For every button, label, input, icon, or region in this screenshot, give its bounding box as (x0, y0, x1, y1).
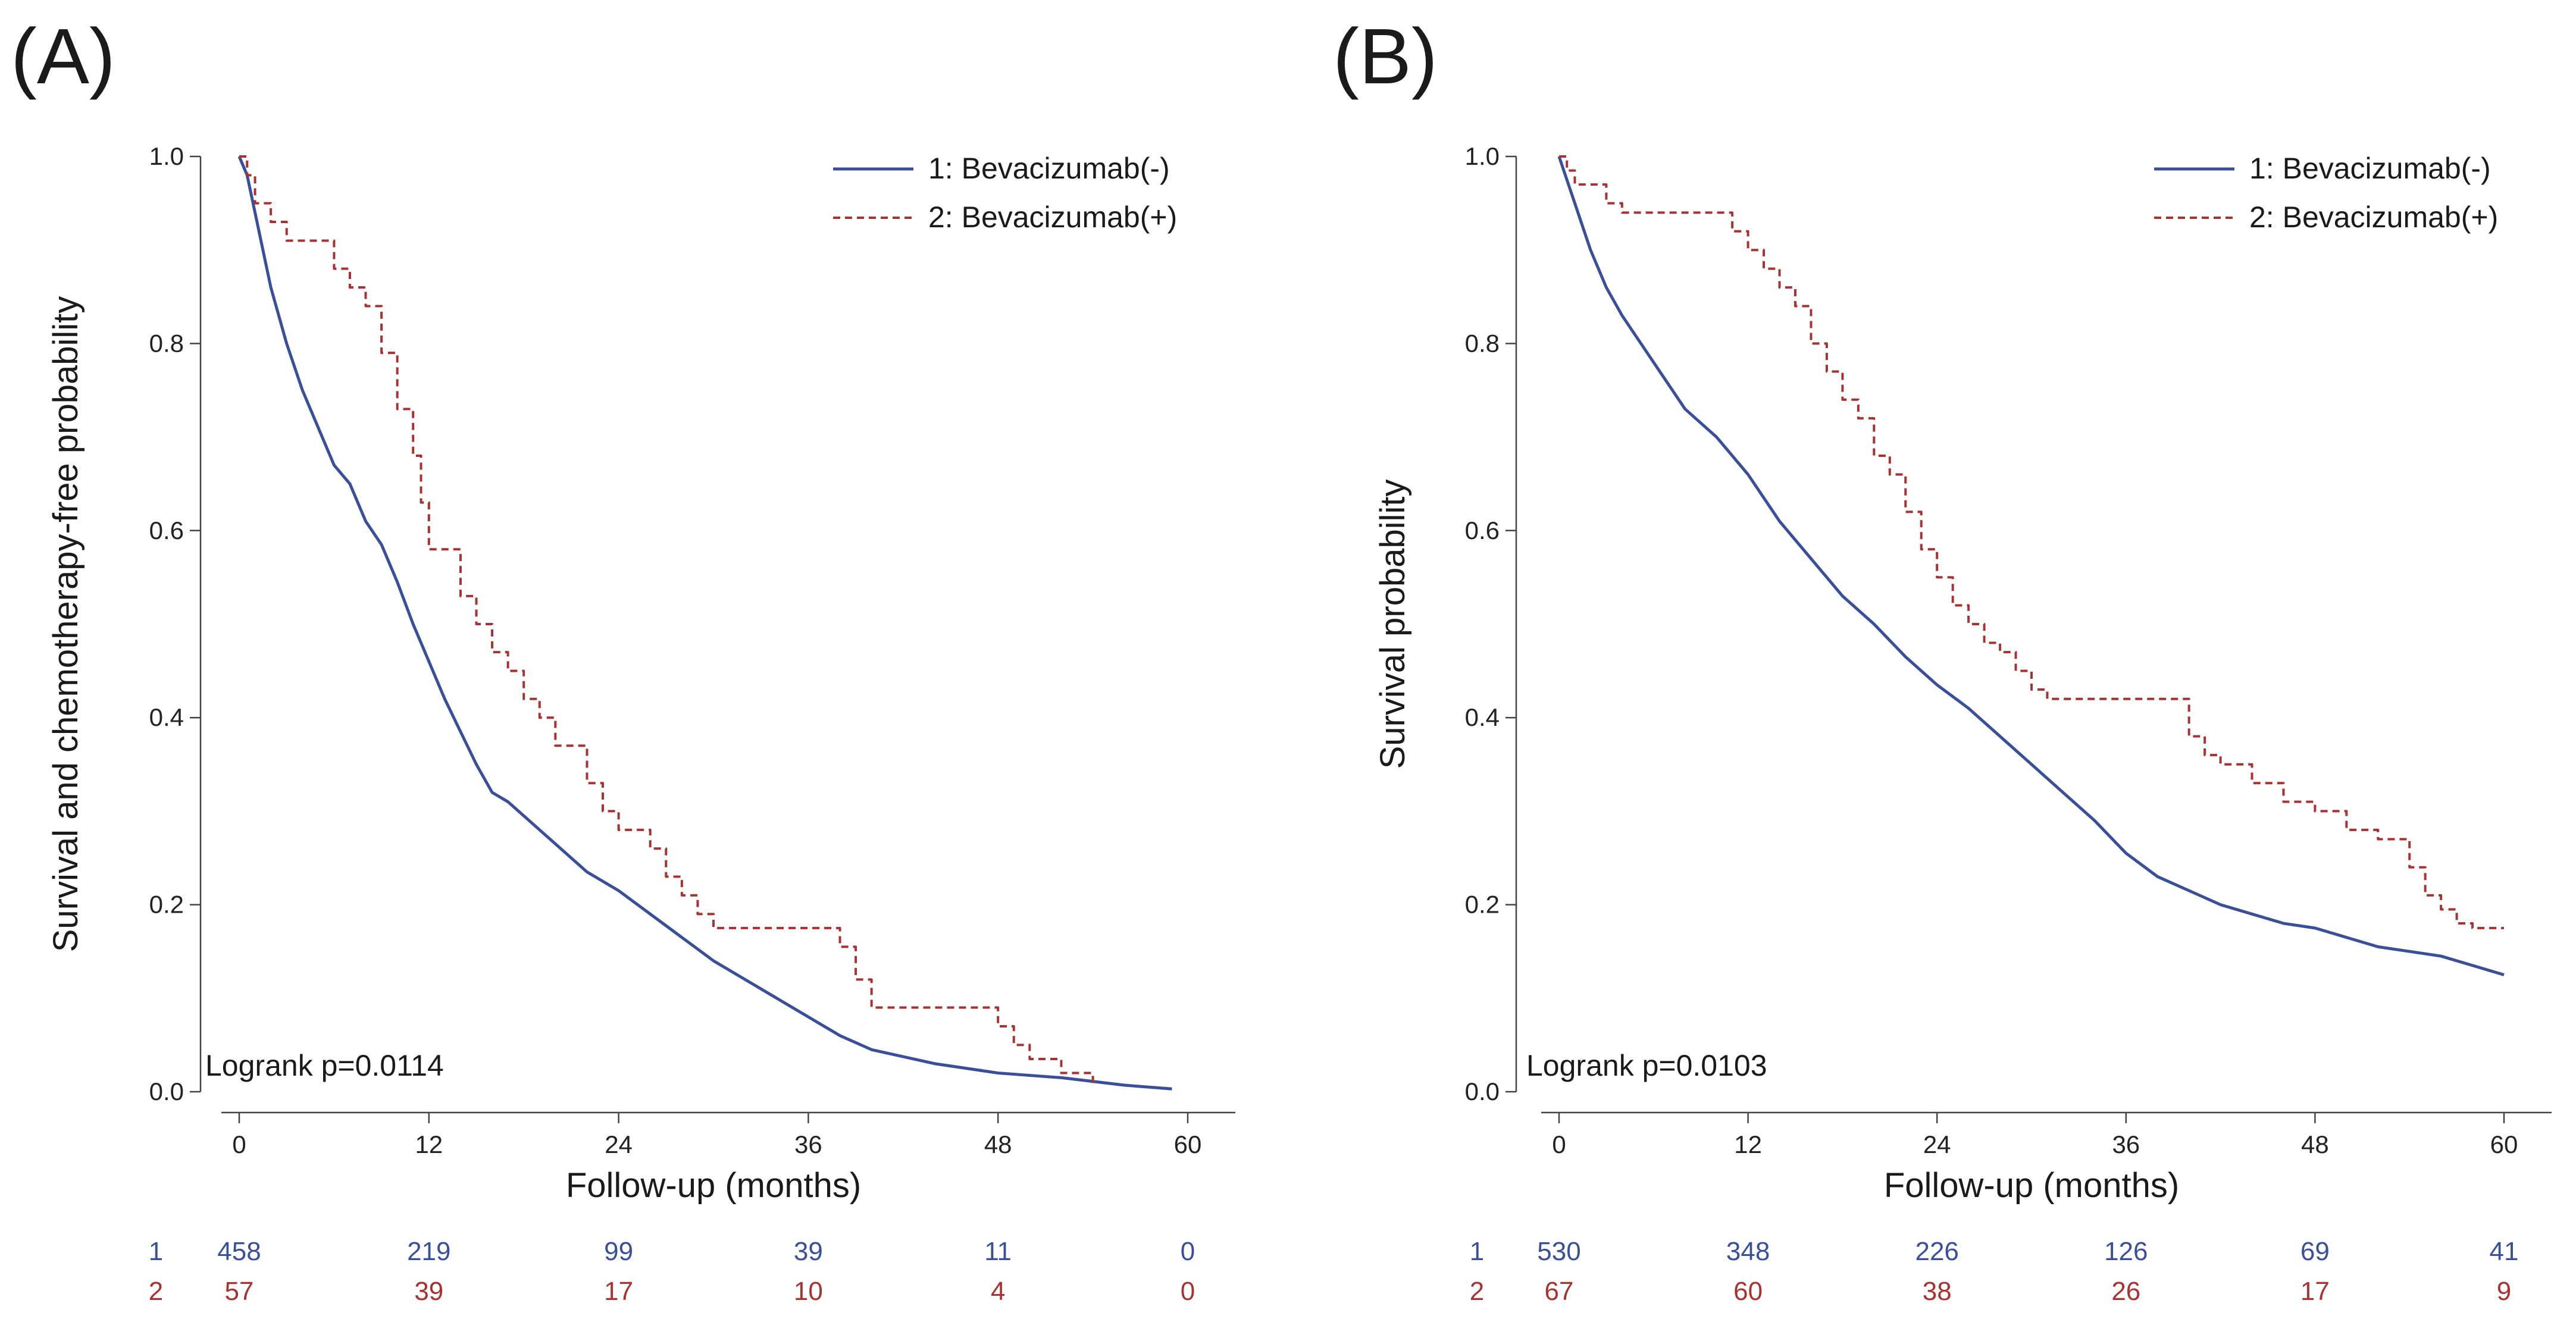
legend: 1: Bevacizumab(-) 2: Bevacizumab(+) (833, 152, 1177, 234)
risk-count: 530 (1537, 1237, 1580, 1266)
y-tick-label: 0.6 (149, 516, 184, 544)
x-tick-label: 12 (1734, 1130, 1762, 1158)
risk-count: 38 (1923, 1277, 1952, 1306)
risk-row-label: 1 (149, 1237, 163, 1266)
y-tick-label: 1.0 (1465, 142, 1500, 170)
y-tick-label: 0.4 (1465, 703, 1500, 731)
risk-count: 0 (1181, 1237, 1195, 1266)
legend-label-2: 2: Bevacizumab(+) (2249, 200, 2498, 234)
x-tick-label: 0 (232, 1130, 246, 1158)
risk-count: 126 (2104, 1237, 2148, 1266)
x-axis-title: Follow-up (months) (566, 1166, 861, 1205)
chart-panel-b: (B)0.00.20.40.60.81.00 12 24 36 48 60Follow-u… (1333, 12, 2552, 1306)
risk-count: 67 (1545, 1277, 1574, 1306)
series-line-1 (1557, 156, 2505, 976)
risk-count: 57 (225, 1277, 254, 1306)
x-tick-label: 48 (2301, 1130, 2329, 1158)
risk-count: 17 (2300, 1277, 2330, 1306)
risk-count: 39 (414, 1277, 443, 1306)
x-tick-label: 0 (1552, 1130, 1566, 1158)
y-axis-title: Survival and chemotherapy-free probabili… (46, 296, 85, 953)
x-tick-label: 24 (605, 1130, 633, 1158)
risk-count: 41 (2490, 1237, 2519, 1266)
y-tick-label: 0.4 (149, 703, 184, 731)
risk-row-label: 2 (149, 1277, 163, 1306)
series-line-2 (239, 155, 1094, 1088)
risk-row-label: 1 (1470, 1237, 1484, 1266)
x-tick-label: 24 (1923, 1130, 1951, 1158)
risk-count: 69 (2300, 1237, 2330, 1266)
panel-label: (B) (1333, 12, 1438, 100)
x-tick-label: 60 (1174, 1130, 1202, 1158)
risk-count: 39 (794, 1237, 823, 1266)
risk-count: 4 (991, 1277, 1005, 1306)
risk-count: 219 (407, 1237, 450, 1266)
risk-count: 17 (604, 1277, 633, 1306)
y-axis-title: Survival probability (1373, 480, 1412, 769)
risk-count: 11 (984, 1237, 1012, 1266)
legend-label-2: 2: Bevacizumab(+) (928, 200, 1177, 234)
risk-count: 226 (1915, 1237, 1958, 1266)
risk-count: 99 (604, 1237, 633, 1266)
x-tick-label: 12 (415, 1130, 443, 1158)
x-tick-label: 36 (2112, 1130, 2140, 1158)
risk-count: 348 (1726, 1237, 1770, 1266)
y-tick-label: 0.0 (149, 1077, 184, 1105)
x-tick-label: 36 (794, 1130, 822, 1158)
risk-row-label: 2 (1470, 1277, 1484, 1306)
risk-count: 10 (794, 1277, 823, 1306)
y-tick-label: 0.8 (149, 329, 184, 357)
y-tick-label: 1.0 (149, 142, 184, 170)
x-tick-label: 48 (984, 1130, 1012, 1158)
logrank-annotation: Logrank p=0.0114 (205, 1049, 444, 1082)
risk-count: 458 (217, 1237, 261, 1266)
legend: 1: Bevacizumab(-) 2: Bevacizumab(+) (2154, 152, 2498, 234)
series-line-1 (237, 156, 1172, 1091)
panel-label: (A) (11, 12, 115, 100)
risk-count: 0 (1181, 1277, 1195, 1306)
y-tick-label: 0.0 (1465, 1077, 1500, 1105)
risk-count: 9 (2497, 1277, 2511, 1306)
risk-count: 60 (1733, 1277, 1763, 1306)
y-tick-label: 0.2 (149, 891, 184, 919)
y-tick-label: 0.6 (1465, 516, 1500, 544)
x-tick-label: 60 (2490, 1130, 2518, 1158)
risk-count: 26 (2111, 1277, 2140, 1306)
y-tick-label: 0.2 (1465, 891, 1500, 919)
chart-panel-a: (A)0.00.20.40.60.81.00 12 24 36 48 60Follow-u… (11, 12, 1235, 1306)
series-line-2 (1559, 155, 2504, 929)
y-tick-label: 0.8 (1465, 329, 1500, 357)
logrank-annotation: Logrank p=0.0103 (1526, 1049, 1767, 1082)
legend-label-1: 1: Bevacizumab(-) (928, 152, 1170, 185)
x-axis-title: Follow-up (months) (1884, 1166, 2179, 1205)
legend-label-1: 1: Bevacizumab(-) (2249, 152, 2491, 185)
